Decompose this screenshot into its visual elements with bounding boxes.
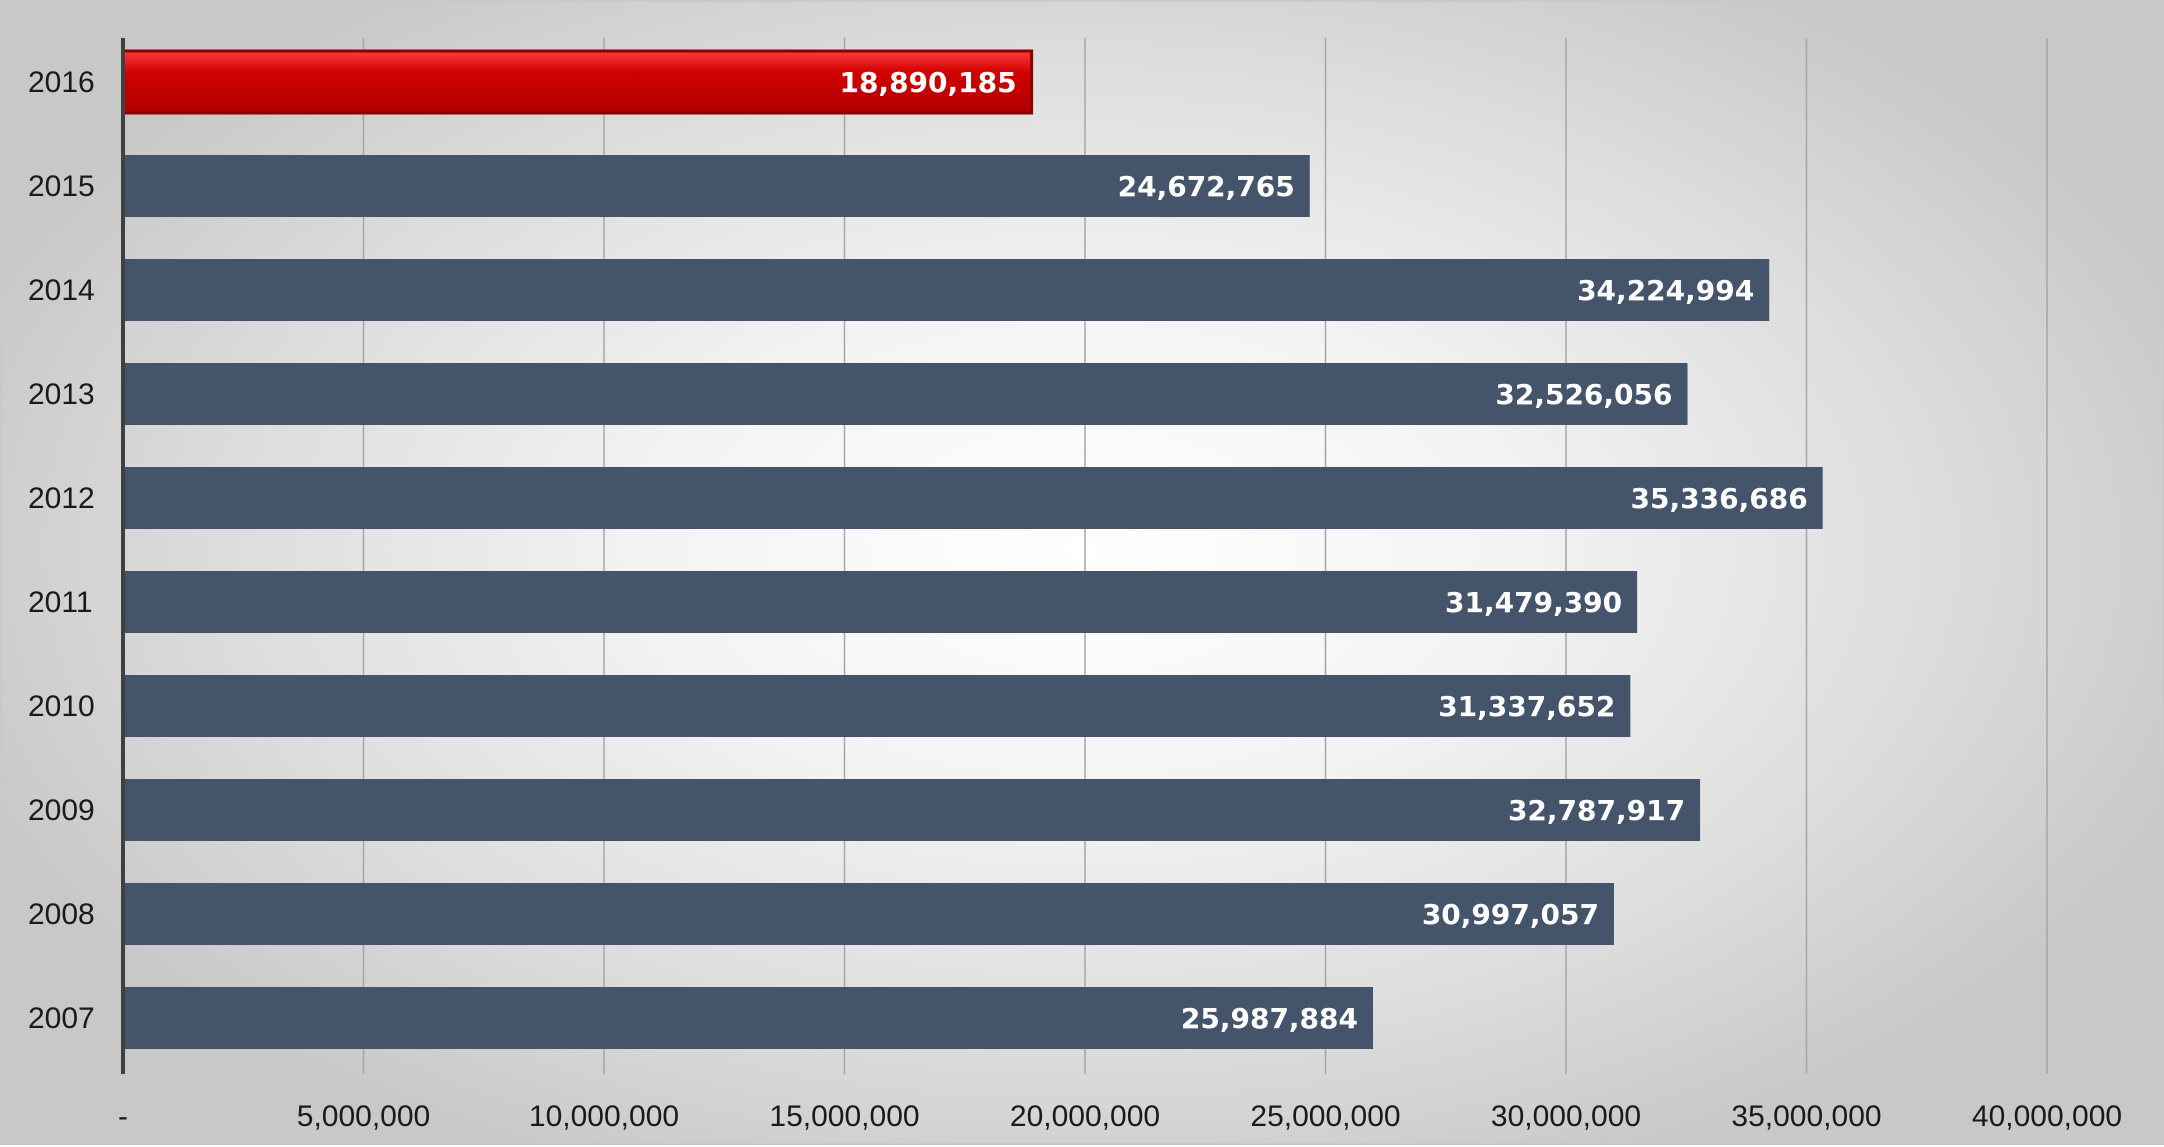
y-tick-label-2009: 2009 <box>28 794 95 827</box>
y-tick-label-2008: 2008 <box>28 898 95 931</box>
y-tick-label-2012: 2012 <box>28 482 95 515</box>
x-tick-label: 5,000,000 <box>297 1100 430 1133</box>
x-tick-label: 20,000,000 <box>1010 1100 1160 1133</box>
data-label-2007: 25,987,884 <box>1181 1002 1358 1035</box>
x-tick-label: 15,000,000 <box>769 1100 919 1133</box>
x-tick-label: 40,000,000 <box>1972 1100 2122 1133</box>
bar-2009 <box>123 779 1701 841</box>
x-tick-label: 10,000,000 <box>529 1100 679 1133</box>
y-tick-label-2014: 2014 <box>28 274 95 307</box>
bars <box>121 49 1823 1049</box>
bar-2007 <box>123 987 1374 1049</box>
x-tick-label: - <box>118 1100 128 1133</box>
data-label-2011: 31,479,390 <box>1445 586 1622 619</box>
data-label-2012: 35,336,686 <box>1631 482 1808 515</box>
x-tick-label: 30,000,000 <box>1491 1100 1641 1133</box>
y-tick-label-2010: 2010 <box>28 690 95 723</box>
y-tick-label-2011: 2011 <box>28 586 93 619</box>
data-label-2009: 32,787,917 <box>1508 794 1685 827</box>
data-label-2013: 32,526,056 <box>1495 378 1672 411</box>
data-label-2010: 31,337,652 <box>1438 690 1615 723</box>
labels: - 5,000,000 10,000,000 15,000,000 20,000,000… <box>28 66 2122 1133</box>
bar-2011 <box>123 571 1638 633</box>
bar-2014 <box>123 259 1770 321</box>
data-label-2016: 18,890,185 <box>839 66 1016 99</box>
data-label-2014: 34,224,994 <box>1577 274 1754 307</box>
bar-2008 <box>123 883 1614 945</box>
bar-2013 <box>123 363 1688 425</box>
y-tick-label-2007: 2007 <box>28 1002 95 1035</box>
x-tick-label: 25,000,000 <box>1250 1100 1400 1133</box>
data-label-2008: 30,997,057 <box>1422 898 1599 931</box>
x-tick-label: 35,000,000 <box>1731 1100 1881 1133</box>
y-tick-label-2016: 2016 <box>28 66 95 99</box>
bar-2015 <box>123 155 1310 217</box>
y-tick-label-2015: 2015 <box>28 170 95 203</box>
y-tick-label-2013: 2013 <box>28 378 95 411</box>
data-label-2015: 24,672,765 <box>1118 170 1295 203</box>
bar-2012 <box>123 467 1823 529</box>
bar-2010 <box>123 675 1631 737</box>
